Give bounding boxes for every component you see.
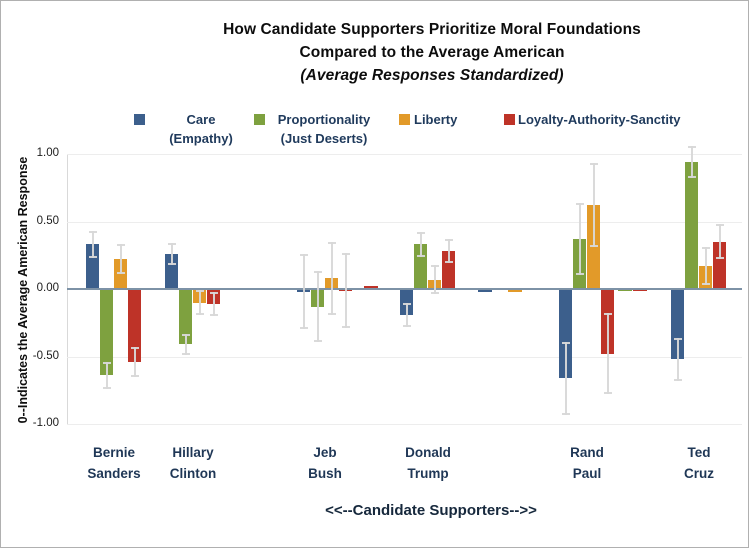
gridline — [67, 154, 742, 155]
error-bar-rand-care-empathy — [561, 341, 570, 415]
x-category-label-jeb-bush: Jeb Bush — [308, 445, 342, 481]
error-bar-hillary-care-empathy — [167, 243, 176, 265]
bar-rand-paul-care-empathy — [559, 289, 572, 379]
y-tick-label: 0.00 — [36, 282, 59, 294]
legend-swatch-loyalty-authority-sanctity — [504, 114, 515, 125]
error-bar-donald-loyalty-authority-sanctity — [444, 239, 453, 264]
bar-donald-trump-care-empathy — [400, 289, 413, 315]
gridline — [67, 424, 742, 425]
legend-swatch-liberty — [399, 114, 410, 125]
bar-bernie-sanders-care-empathy — [86, 244, 99, 289]
gridline — [67, 221, 742, 223]
error-bar-hillary-liberty — [195, 290, 204, 315]
x-category-label-donald-trump: Donald Trump — [405, 445, 451, 481]
error-bar-ted-care-empathy — [673, 337, 682, 381]
error-bar-ted-proportionality-just-deserts — [687, 145, 696, 179]
x-category-label-rand-paul: Rand Paul — [570, 445, 604, 481]
error-bar-ted-loyalty-authority-sanctity — [715, 224, 724, 260]
error-bar-donald-care-empathy — [402, 302, 411, 327]
unlabeled-near-zero-mark-liberty — [508, 289, 522, 292]
error-bar-rand-proportionality-just-deserts — [575, 202, 584, 276]
error-bar-donald-proportionality-just-deserts — [416, 232, 425, 257]
unlabeled-near-zero-mark-loyalty-authority-sanctity — [633, 289, 647, 292]
error-bar-bernie-proportionality-just-deserts — [102, 361, 111, 389]
error-bar-jeb-loyalty-authority-sanctity — [341, 252, 350, 329]
y-tick-label: -0.50 — [32, 349, 59, 362]
unlabeled-near-zero-mark-loyalty-authority-sanctity — [364, 286, 378, 289]
bar-hillary-clinton-proportionality-just-deserts — [179, 289, 192, 345]
bar-ted-cruz-care-empathy — [671, 289, 684, 360]
error-bar-hillary-proportionality-just-deserts — [181, 333, 190, 356]
bar-bernie-sanders-liberty — [114, 259, 127, 289]
error-bar-jeb-care-empathy — [299, 253, 308, 330]
y-tick-label: 1.00 — [36, 147, 59, 159]
zero-line — [67, 288, 742, 290]
bar-donald-trump-loyalty-authority-sanctity — [442, 251, 455, 289]
legend-swatch-care — [134, 114, 145, 125]
chart-title-subtitle: (Average Responses Standardized) — [300, 67, 564, 84]
bar-ted-cruz-loyalty-authority-sanctity — [713, 241, 726, 289]
legend-label-proportionality: Proportionality (Just Deserts) — [277, 112, 371, 146]
error-bar-jeb-proportionality-just-deserts — [313, 271, 322, 342]
x-category-label-bernie-sanders: Bernie Sanders — [87, 445, 141, 481]
bar-ted-cruz-proportionality-just-deserts — [685, 162, 698, 289]
error-bar-hillary-loyalty-authority-sanctity — [209, 291, 218, 316]
error-bar-donald-liberty — [430, 264, 439, 295]
error-bar-jeb-liberty — [327, 241, 336, 315]
error-bar-rand-liberty — [589, 163, 598, 248]
chart-title-line2: Compared to the Average American — [299, 44, 565, 61]
bar-bernie-sanders-proportionality-just-deserts — [100, 289, 113, 376]
legend-label-loyalty-authority-sanctity: Loyalty-Authority-Sanctity — [518, 112, 681, 127]
bar-bernie-sanders-loyalty-authority-sanctity — [128, 289, 141, 362]
x-category-label-hillary-clinton: Hillary Clinton — [169, 445, 217, 481]
error-bar-bernie-liberty — [116, 244, 125, 275]
bar-rand-paul-liberty — [587, 205, 600, 289]
legend-label-liberty: Liberty — [414, 112, 458, 127]
error-bar-rand-loyalty-authority-sanctity — [603, 313, 612, 395]
x-axis-title: <<--Candidate Supporters-->> — [325, 502, 537, 519]
unlabeled-near-zero-mark-proportionality-just-deserts — [618, 289, 632, 292]
x-category-label-ted-cruz: Ted Cruz — [684, 445, 714, 481]
error-bar-bernie-care-empathy — [88, 230, 97, 258]
gridline — [67, 356, 742, 358]
bar-hillary-clinton-care-empathy — [165, 253, 178, 289]
error-bar-bernie-loyalty-authority-sanctity — [130, 347, 139, 377]
y-tick-label: 0.50 — [36, 214, 59, 227]
chart-title-line1: How Candidate Supporters Prioritize Mora… — [223, 21, 641, 38]
error-bar-ted-liberty — [701, 247, 710, 285]
unlabeled-near-zero-mark-care-empathy — [478, 289, 492, 292]
y-tick-label: -1.00 — [32, 417, 59, 429]
legend-label-care: Care (Empathy) — [169, 112, 233, 146]
legend-swatch-proportionality — [254, 114, 265, 125]
